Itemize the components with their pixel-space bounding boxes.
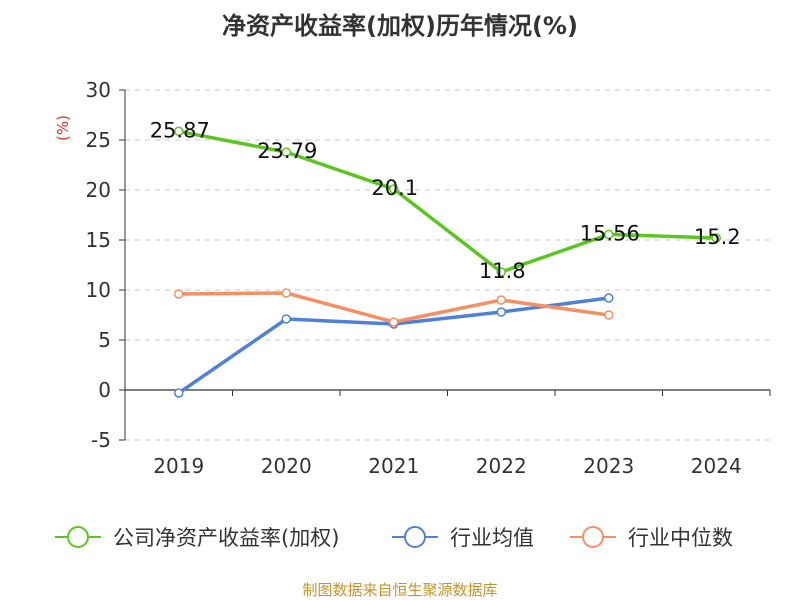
legend-label: 行业中位数 — [628, 526, 733, 550]
x-tick-label: 2020 — [261, 454, 312, 478]
y-tick-label: 10 — [86, 278, 111, 302]
legend: 公司净资产收益率(加权) 行业均值 行业中位数 — [55, 526, 733, 550]
data-point — [281, 288, 291, 298]
axes — [124, 90, 770, 440]
legend-marker — [582, 526, 604, 548]
data-point — [281, 314, 291, 324]
legend-label: 公司净资产收益率(加权) — [113, 526, 339, 550]
data-point — [604, 293, 614, 303]
legend-item-0: 公司净资产收益率(加权) — [55, 526, 339, 550]
legend-label: 行业均值 — [450, 526, 534, 550]
legend-item-1: 行业均值 — [392, 526, 534, 550]
gridlines — [125, 89, 770, 441]
data-point — [281, 147, 291, 157]
series-line — [178, 129, 717, 274]
data-point — [174, 289, 184, 299]
legend-marker — [67, 526, 89, 548]
data-point — [604, 310, 614, 320]
data-point — [389, 317, 399, 327]
y-tick-label: 5 — [98, 328, 111, 352]
series-0: 25.87 23.79 20.1 11.8 15.56 15.2 — [150, 118, 741, 283]
data-point — [496, 307, 506, 317]
x-tick-label: 2021 — [368, 454, 419, 478]
series-group: 25.87 23.79 20.1 11.8 15.56 15.2 — [150, 118, 741, 398]
data-point — [174, 126, 184, 137]
chart-title: 净资产收益率(加权)历年情况(%) — [222, 12, 578, 40]
y-tick-label: 0 — [98, 378, 111, 402]
data-label: 23.79 — [257, 139, 317, 163]
legend-marker — [404, 526, 426, 548]
y-axis-label: (%) — [54, 115, 72, 141]
x-axis-ticks: 2019 2020 2021 2022 2023 2024 — [124, 390, 771, 478]
data-point — [496, 267, 506, 277]
series-1 — [174, 293, 614, 398]
legend-item-2: 行业中位数 — [570, 526, 733, 550]
x-tick-label: 2024 — [691, 454, 742, 478]
data-label: 15.2 — [694, 225, 741, 249]
series-line — [177, 296, 609, 395]
series-2 — [174, 288, 614, 327]
data-point — [711, 233, 721, 243]
data-label: 11.8 — [479, 259, 526, 283]
data-point — [604, 229, 614, 240]
y-tick-label: 30 — [86, 78, 111, 102]
y-axis-ticks: 30 25 20 15 10 5 0 -5 — [86, 78, 125, 452]
data-point — [389, 184, 399, 194]
x-tick-label: 2023 — [583, 454, 634, 478]
y-tick-label: -5 — [91, 428, 111, 452]
data-point — [174, 388, 184, 398]
x-tick-label: 2019 — [153, 454, 204, 478]
y-tick-label: 15 — [86, 228, 111, 252]
y-tick-label: 20 — [86, 178, 111, 202]
data-label: 20.1 — [371, 176, 418, 200]
source-note: 制图数据来自恒生聚源数据库 — [302, 581, 497, 599]
x-tick-label: 2022 — [476, 454, 527, 478]
data-label: 25.87 — [150, 118, 210, 142]
data-point — [496, 295, 506, 305]
data-label: 15.56 — [580, 221, 640, 245]
y-tick-label: 25 — [86, 128, 111, 152]
